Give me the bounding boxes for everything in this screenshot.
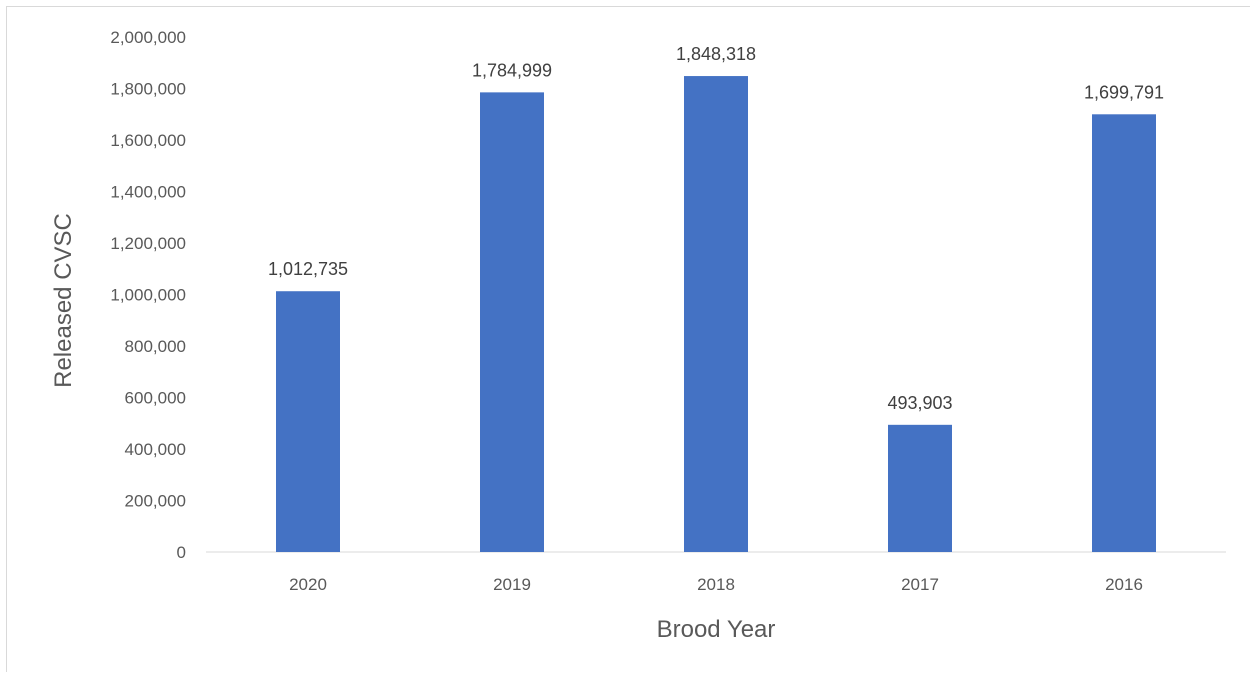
- y-axis-title: Released CVSC: [50, 213, 77, 388]
- y-tick-label: 400,000: [125, 440, 186, 459]
- x-tick-label: 2020: [289, 575, 327, 594]
- bar-value-label: 1,848,318: [676, 44, 756, 64]
- bar-2017: [888, 424, 952, 552]
- bars: [276, 76, 1156, 553]
- y-tick-label: 1,400,000: [110, 183, 186, 202]
- chart-frame: [6, 6, 1250, 672]
- x-tick-label: 2017: [901, 575, 939, 594]
- y-tick-label: 1,200,000: [110, 234, 186, 253]
- y-tick-label: 600,000: [125, 389, 186, 408]
- y-tick-label: 1,000,000: [110, 286, 186, 305]
- bar-2020: [276, 291, 340, 552]
- bar-value-label: 1,012,735: [268, 259, 348, 279]
- bar-value-labels: 1,012,735 1,784,999 1,848,318 493,903 1,699,…: [268, 44, 1164, 413]
- bar-value-label: 493,903: [887, 393, 952, 413]
- x-tick-label: 2019: [493, 575, 531, 594]
- bar-value-label: 1,699,791: [1084, 82, 1164, 102]
- bar-2019: [480, 92, 544, 552]
- y-tick-label: 800,000: [125, 337, 186, 356]
- y-axis-ticks: 0 200,000 400,000 600,000 800,000 1,000,000 1,…: [110, 28, 186, 562]
- x-axis-ticks: 2020 2019 2018 2017 2016: [289, 575, 1143, 594]
- y-tick-label: 2,000,000: [110, 28, 186, 47]
- y-tick-label: 200,000: [125, 492, 186, 511]
- bar-2016: [1092, 114, 1156, 552]
- bar-2018: [684, 76, 748, 553]
- y-tick-label: 0: [177, 543, 186, 562]
- y-tick-label: 1,800,000: [110, 80, 186, 99]
- y-tick-label: 1,600,000: [110, 131, 186, 150]
- x-tick-label: 2016: [1105, 575, 1143, 594]
- x-axis-title: Brood Year: [657, 616, 776, 643]
- x-tick-label: 2018: [697, 575, 735, 594]
- bar-value-label: 1,784,999: [472, 60, 552, 80]
